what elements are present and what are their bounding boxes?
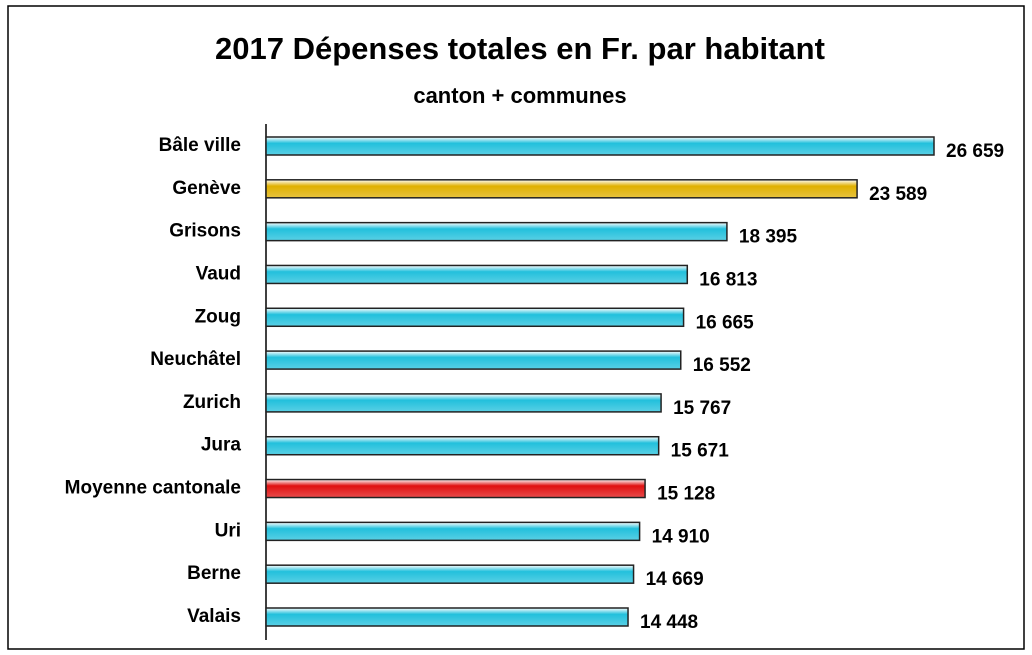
y-tick-label: Bâle ville: [159, 135, 241, 156]
bar: [265, 478, 646, 499]
y-tick-label: Jura: [201, 435, 242, 456]
bar: [265, 435, 660, 456]
chart-subtitle: canton + communes: [413, 83, 626, 108]
data-label: 14 669: [646, 569, 704, 590]
data-label: 15 767: [673, 398, 731, 419]
y-tick-label: Uri: [215, 520, 241, 541]
y-tick-label: Vaud: [196, 263, 241, 284]
bar: [265, 607, 629, 627]
bar: [265, 264, 689, 285]
data-label: 18 395: [739, 227, 798, 248]
y-tick-label: Neuchâtel: [150, 349, 241, 370]
y-tick-label: Valais: [187, 606, 241, 627]
y-tick-label: Genève: [172, 178, 241, 199]
data-label: 23 589: [869, 184, 927, 205]
y-tick-label: Zoug: [195, 306, 241, 327]
y-tick-label: Moyenne cantonale: [65, 478, 241, 499]
data-label: 15 128: [657, 484, 715, 505]
data-label: 16 552: [693, 355, 751, 376]
bar: [265, 564, 635, 584]
y-tick-label: Grisons: [169, 221, 241, 242]
bar: [265, 136, 935, 156]
data-label: 14 448: [640, 612, 698, 633]
bar: [265, 350, 682, 370]
bar: [265, 179, 858, 199]
data-label: 26 659: [946, 141, 1004, 162]
bar: [265, 221, 728, 242]
y-tick-label: Berne: [187, 563, 241, 584]
y-tick-label: Zurich: [183, 392, 241, 413]
bar: [265, 307, 685, 328]
chart-title: 2017 Dépenses totales en Fr. par habitan…: [215, 31, 825, 66]
data-label: 14 910: [652, 526, 710, 547]
data-label: 15 671: [671, 441, 730, 462]
bar: [265, 521, 641, 542]
frame: [7, 5, 1025, 650]
bar: [265, 393, 662, 413]
data-label: 16 665: [696, 312, 755, 333]
data-label: 16 813: [699, 269, 757, 290]
